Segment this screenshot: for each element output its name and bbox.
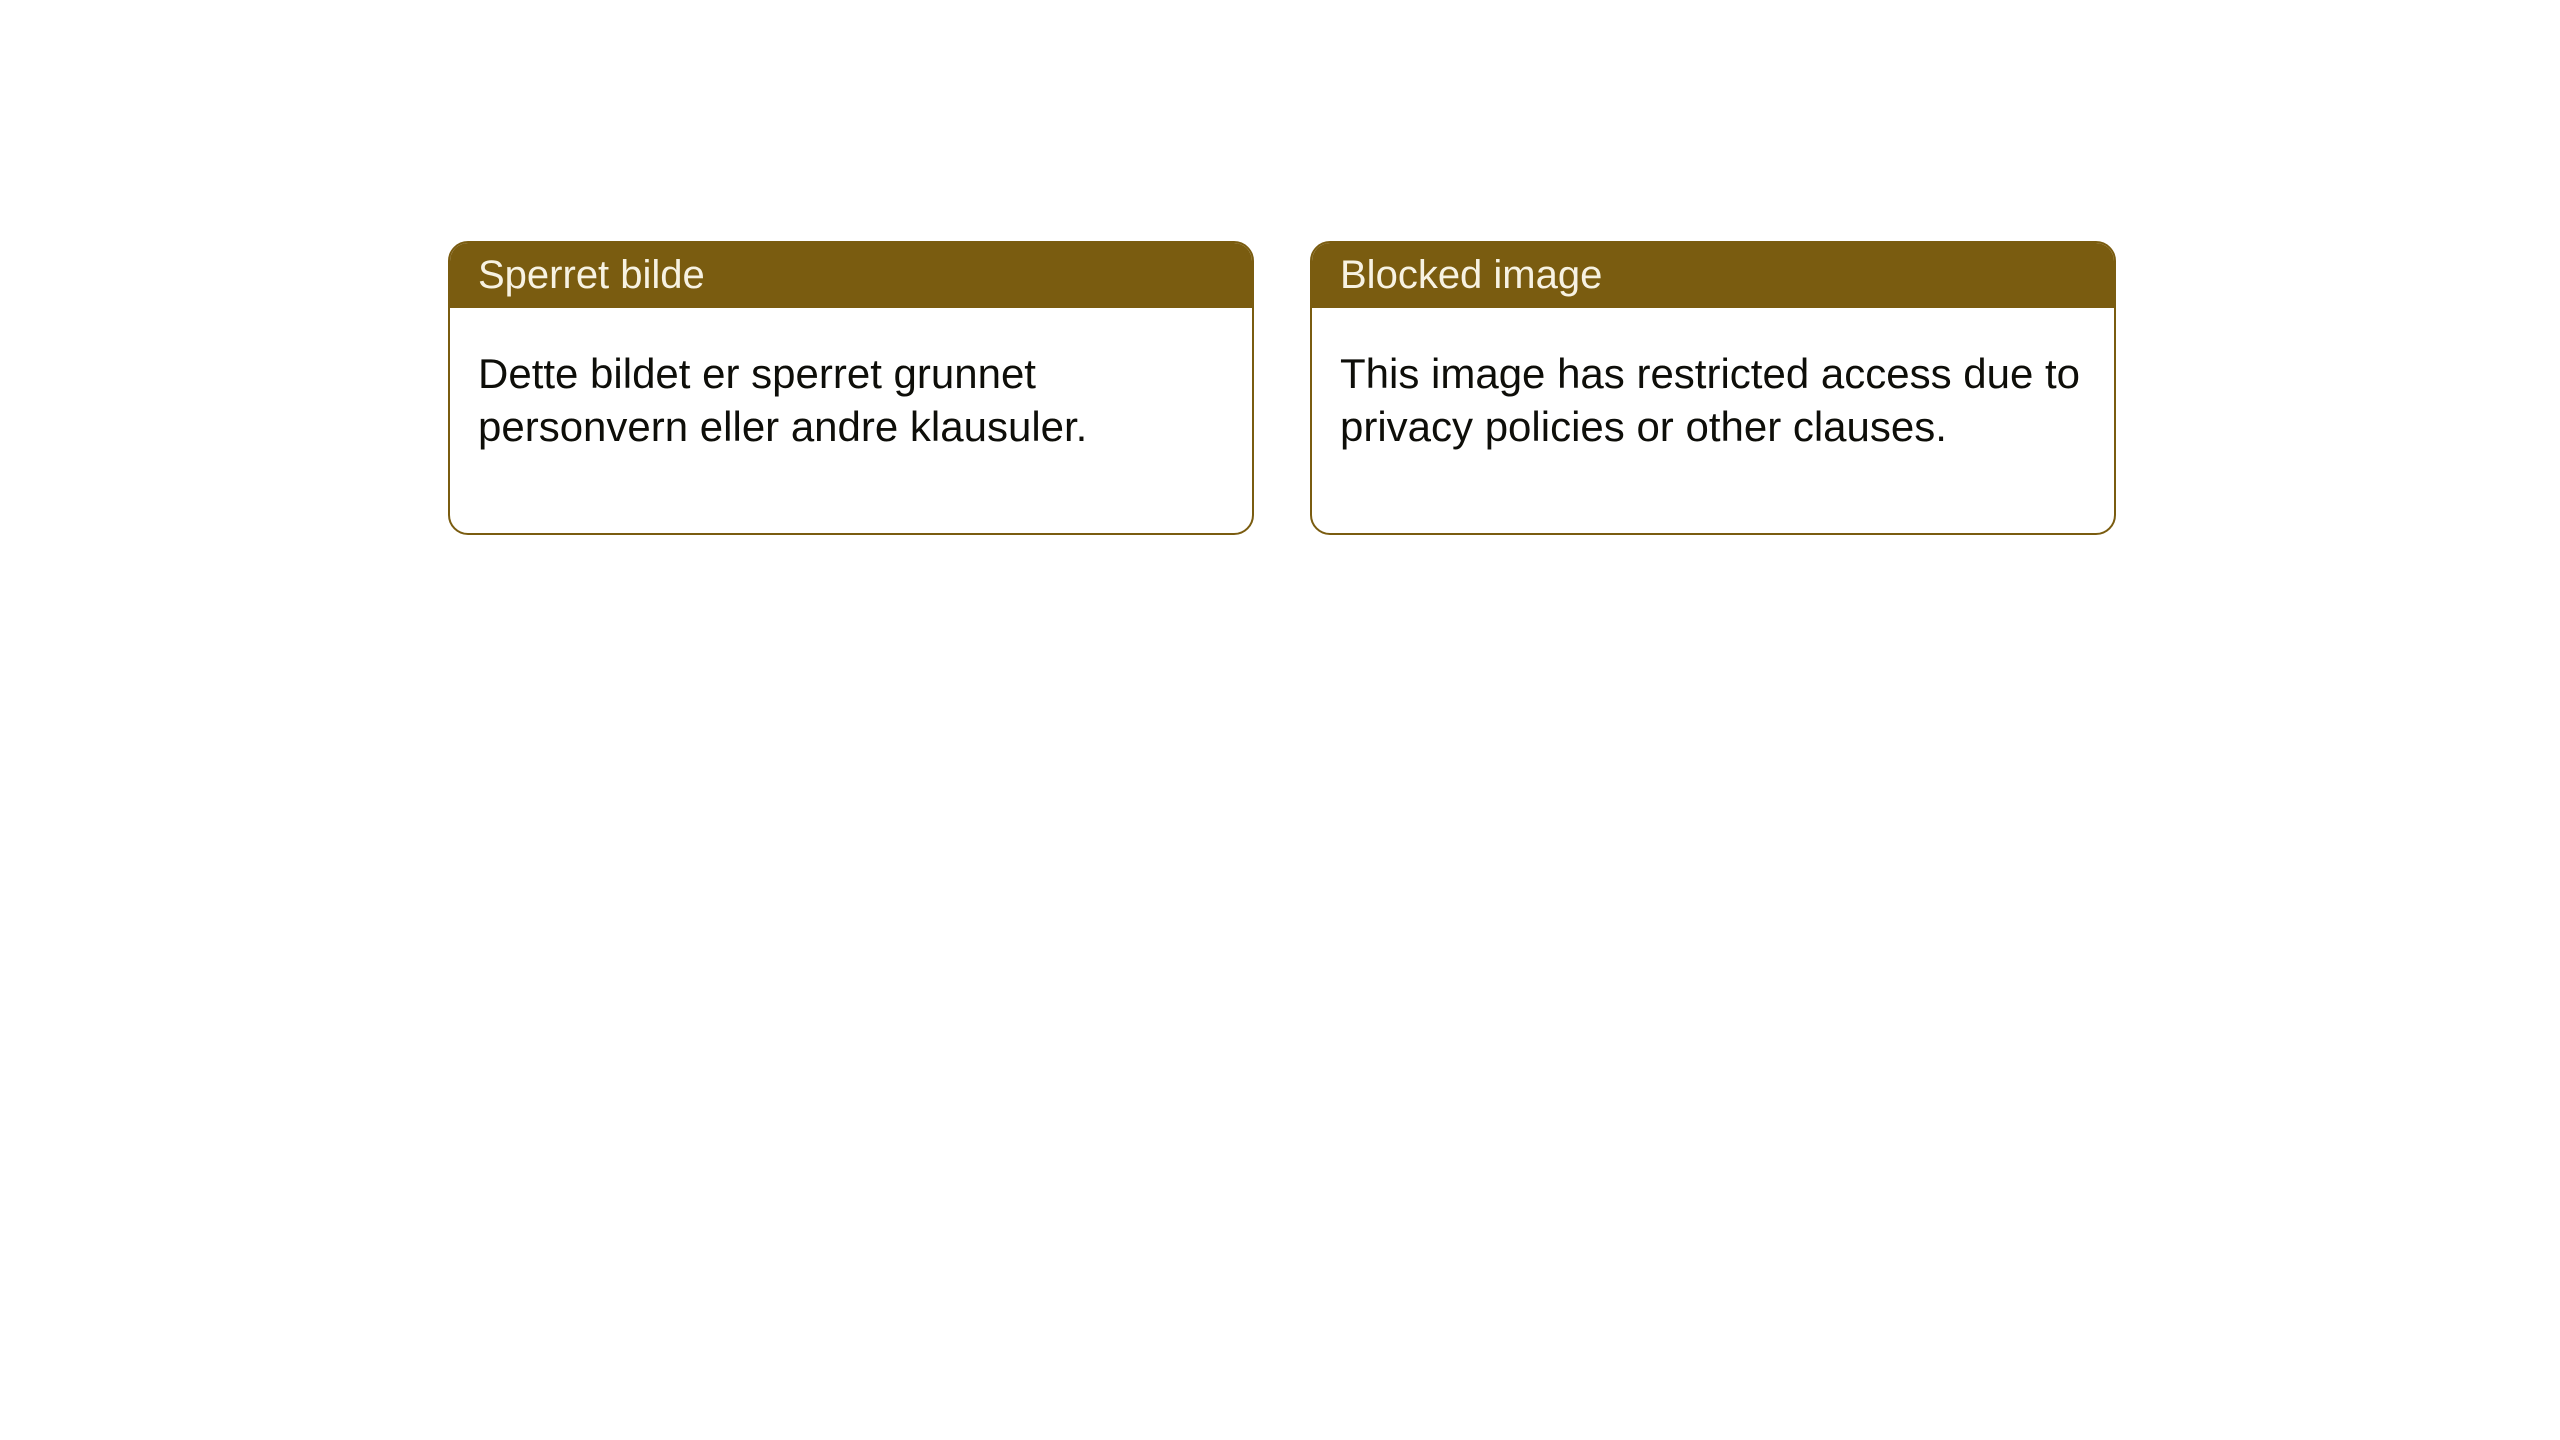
card-body: This image has restricted access due to … <box>1312 308 2114 533</box>
cards-container: Sperret bilde Dette bildet er sperret gr… <box>0 0 2560 535</box>
blocked-image-card-en: Blocked image This image has restricted … <box>1310 241 2116 535</box>
blocked-image-card-no: Sperret bilde Dette bildet er sperret gr… <box>448 241 1254 535</box>
card-header: Sperret bilde <box>450 243 1252 308</box>
card-body: Dette bildet er sperret grunnet personve… <box>450 308 1252 533</box>
card-title: Blocked image <box>1340 253 1602 297</box>
card-header: Blocked image <box>1312 243 2114 308</box>
card-body-text: This image has restricted access due to … <box>1340 350 2080 450</box>
card-title: Sperret bilde <box>478 253 705 297</box>
card-body-text: Dette bildet er sperret grunnet personve… <box>478 350 1087 450</box>
